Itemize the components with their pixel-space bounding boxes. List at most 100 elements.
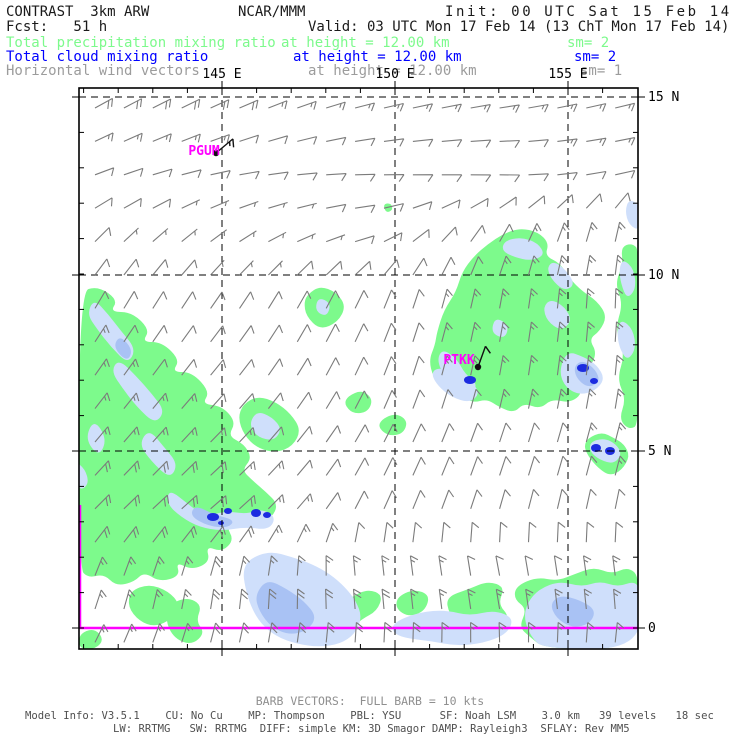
legend-wind-height: at height = 12.00 km: [308, 63, 477, 79]
wind-barb: [210, 461, 227, 476]
station-wind-barb: [215, 138, 235, 154]
wind-barb: [123, 589, 136, 610]
wind-barb: [441, 288, 453, 309]
heavy-cloud-spot: [207, 513, 219, 521]
wind-barb: [614, 622, 625, 643]
model-info-line1: Model Info: V3.5.1 CU: No Cu MP: Thompso…: [25, 710, 714, 722]
wind-barb: [441, 174, 463, 183]
wind-barb: [123, 526, 140, 543]
wind-barb: [585, 288, 595, 309]
wind-barb: [239, 325, 255, 343]
legend-wind-label: Horizontal wind vectors: [6, 63, 200, 79]
precip-region: [166, 599, 203, 643]
wind-barb: [210, 259, 225, 276]
wind-barb: [181, 556, 194, 576]
wind-barb: [557, 172, 578, 181]
wind-barb: [325, 522, 339, 543]
wind-barb: [267, 291, 283, 309]
wind-barb: [527, 288, 538, 309]
wind-barb: [383, 138, 405, 147]
wind-barb: [210, 393, 227, 409]
wind-barb: [210, 325, 226, 343]
wind-barb: [152, 259, 169, 276]
wind-barb: [181, 98, 201, 110]
wind-barb: [614, 192, 631, 209]
wind-barb: [381, 588, 391, 610]
wind-barb: [412, 289, 425, 309]
wind-barb: [325, 290, 340, 309]
wind-barb: [527, 521, 537, 543]
wind-barb: [152, 526, 169, 543]
wind-barb: [210, 291, 226, 309]
wind-barb: [527, 388, 539, 409]
wind-barb: [239, 99, 259, 111]
wind-barb: [528, 173, 549, 182]
wind-barb: [585, 422, 598, 443]
wind-barb: [210, 588, 221, 610]
wind-barb: [383, 174, 405, 182]
cloud-region: [492, 319, 508, 337]
axis-ticks: [72, 81, 645, 656]
legend-precip-label: Total precipitation mixing ratio: [6, 35, 276, 51]
wind-barb: [585, 388, 597, 409]
title-model: CONTRAST 3km ARW: [6, 4, 150, 20]
wind-barb: [239, 359, 255, 376]
wind-barb: [325, 622, 335, 643]
wind-barb: [614, 521, 624, 543]
wind-barb: [296, 260, 314, 276]
wind-barb: [123, 167, 144, 177]
wind-barb: [556, 354, 567, 376]
wind-barb: [354, 102, 376, 112]
wind-barb: [296, 357, 312, 376]
cloud-region: [626, 201, 638, 229]
wind-barb: [326, 203, 347, 213]
wind-barb: [499, 388, 511, 409]
wind-barb: [267, 392, 284, 409]
legend-cloud-smooth: sm= 2: [574, 49, 617, 65]
wind-barb: [210, 99, 230, 110]
station-label-ptkk: PTKK: [443, 353, 475, 368]
wind-barb: [470, 104, 491, 113]
wind-barb: [614, 422, 627, 443]
wind-barb: [94, 324, 110, 343]
wind-barb: [239, 525, 255, 543]
wind-barb: [267, 460, 285, 476]
heavy-cloud-spot: [591, 444, 601, 452]
wind-barb: [441, 103, 462, 113]
wind-barb: [412, 201, 433, 211]
wind-barb: [210, 229, 228, 243]
wind-barb: [325, 425, 342, 443]
init-time: Init: 00 UTC Sat 15 Feb 14: [445, 4, 732, 20]
wind-barb: [441, 199, 461, 209]
wind-barb: [238, 555, 251, 576]
x-tick-label-145e: 145 E: [202, 67, 242, 82]
wind-barb: [470, 256, 484, 276]
model-info-line2: LW: RRTMG SW: RRTMG DIFF: simple KM: 3D …: [113, 723, 630, 735]
wind-barb: [441, 322, 453, 342]
heavy-cloud-spot: [464, 376, 476, 384]
wind-barb: [210, 622, 222, 643]
wind-barb: [557, 138, 578, 147]
wind-barb: [181, 359, 198, 376]
wind-barb: [123, 197, 142, 209]
wind-barb: [297, 136, 318, 145]
map-frame: [78, 87, 639, 650]
wind-barb: [354, 457, 370, 476]
wind-barb: [466, 555, 476, 576]
wind-barb: [525, 588, 534, 610]
wind-barb: [441, 423, 455, 443]
wind-barb: [268, 135, 289, 145]
wind-barb: [267, 358, 284, 376]
wind-barb: [210, 199, 230, 209]
wind-barb: [123, 132, 143, 142]
wind-barb: [355, 173, 376, 182]
wind-barb: [586, 103, 607, 112]
wind-barb: [354, 490, 369, 510]
wind-barb: [441, 256, 456, 276]
legend-cloud-label: Total cloud mixing ratio: [6, 49, 209, 65]
y-tick-label-0: 0: [648, 621, 656, 636]
wind-barb: [267, 588, 277, 610]
wind-barb: [152, 168, 173, 178]
wind-barb: [556, 255, 568, 276]
